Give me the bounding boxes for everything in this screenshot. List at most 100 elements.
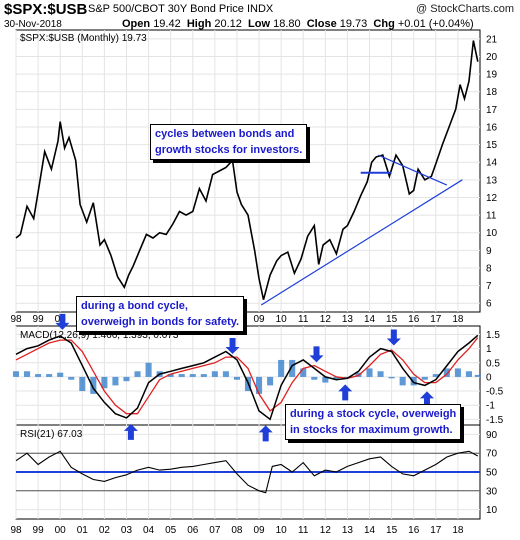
macd-histogram-bar <box>222 371 229 377</box>
price-y-tick-label: 14 <box>486 158 498 169</box>
x-tick-label: 13 <box>342 314 354 325</box>
macd-histogram-bar <box>443 368 450 377</box>
x-tick-label: 09 <box>253 314 265 325</box>
macd-histogram-bar <box>399 376 406 386</box>
price-y-tick-label: 8 <box>486 263 492 274</box>
macd-histogram-bar <box>90 376 97 394</box>
macd-histogram-bar <box>123 376 130 382</box>
price-y-tick-label: 7 <box>486 281 492 292</box>
x-tick-label: 11 <box>298 314 309 325</box>
x-tick-label: 15 <box>386 314 398 325</box>
macd-histogram-bar <box>454 368 461 377</box>
macd-histogram-bar <box>189 374 196 377</box>
macd-panel: MACD(12,26,9) 1.466, 1.393, 0.073 <box>12 330 481 421</box>
price-y-tick-label: 6 <box>486 299 492 310</box>
cycle-arrow-down-icon <box>309 346 324 363</box>
x-tick-label: 15 <box>386 525 398 536</box>
macd-histogram-bar <box>366 368 373 377</box>
cycle-arrow-up-icon <box>338 384 353 401</box>
macd-line <box>15 334 479 421</box>
x-tick-label: 17 <box>430 314 442 325</box>
x-tick-label: 11 <box>298 525 309 536</box>
high-value: 20.12 <box>214 18 242 30</box>
macd-y-tick-label: 0.5 <box>486 358 500 369</box>
x-tick-label: 17 <box>430 525 442 536</box>
x-tick-label: 04 <box>143 525 155 536</box>
macd-histogram-bar <box>46 374 53 377</box>
x-tick-label: 16 <box>408 525 420 536</box>
macd-signal-line <box>15 337 479 415</box>
price-y-tick-label: 17 <box>486 105 498 116</box>
chg-value: +0.01 (+0.04%) <box>397 18 474 30</box>
panel-frames <box>15 29 481 520</box>
cycle-arrow-up-icon <box>419 391 434 408</box>
macd-histogram-bar <box>432 374 439 377</box>
macd-histogram-bar <box>24 371 31 377</box>
chg-label: Chg <box>373 18 395 30</box>
macd-histogram-bar <box>421 376 428 380</box>
macd-histogram-bar <box>35 374 42 377</box>
source-credit: @ StockCharts.com <box>416 3 514 15</box>
x-tick-label: 98 <box>10 314 22 325</box>
cycle-arrow-up-icon <box>258 425 273 442</box>
macd-histogram-bar <box>344 376 351 378</box>
macd-histogram-bar <box>112 376 119 386</box>
ohlc-readout: Open 19.42 High 20.12 Low 18.80 Close 19… <box>122 18 474 30</box>
macd-histogram-bar <box>101 376 108 389</box>
macd-histogram-bar <box>410 376 417 386</box>
x-tick-label: 13 <box>342 525 354 536</box>
x-tick-label: 99 <box>33 525 45 536</box>
x-tick-label: 14 <box>364 525 376 536</box>
rsi-panel: RSI(21) 67.03 <box>15 429 480 494</box>
macd-y-tick-label: -1 <box>486 401 495 412</box>
macd-histogram-bar <box>289 359 296 377</box>
high-label: High <box>186 18 212 30</box>
close-value: 19.73 <box>339 18 368 30</box>
macd-histogram-bar <box>57 372 64 377</box>
macd-histogram-bar <box>465 371 472 377</box>
macd-histogram-bar <box>388 376 395 379</box>
macd-y-tick-label: -1.5 <box>486 415 504 426</box>
date-label: 30-Nov-2018 <box>4 19 62 30</box>
macd-histogram-bar <box>278 359 285 377</box>
price-series-line <box>15 40 479 300</box>
macd-histogram-bar <box>178 374 185 377</box>
open-value: 19.42 <box>153 18 181 30</box>
x-tick-label: 18 <box>452 314 464 325</box>
annotation-stock-cycle: during a stock cycle, overweigh in stock… <box>285 404 462 440</box>
x-tick-label: 08 <box>231 525 243 536</box>
cycle-arrow-down-icon <box>386 329 401 346</box>
close-label: Close <box>306 18 337 30</box>
price-y-tick-label: 16 <box>486 122 498 133</box>
symbol: $SPX:$USB <box>4 1 88 18</box>
price-panel: $SPX:$USB (Monthly) 19.73 <box>15 33 479 306</box>
annotation-bond-cycle: during a bond cycle, overweigh in bonds … <box>76 296 245 332</box>
grid-lines <box>15 30 480 519</box>
x-tick-label: 02 <box>99 525 111 536</box>
price-frame <box>15 29 481 313</box>
macd-histogram-bar <box>68 376 75 380</box>
macd-histogram-bar <box>322 376 329 383</box>
price-y-tick-label: 11 <box>486 211 497 222</box>
low-label: Low <box>248 18 271 30</box>
x-tick-label: 18 <box>452 525 464 536</box>
x-tick-label: 06 <box>187 525 199 536</box>
cycle-arrows <box>55 313 434 442</box>
symbol-description: S&P 500/CBOT 30Y Bond Price INDX <box>88 3 274 15</box>
x-tick-label: 98 <box>10 525 22 536</box>
trendline <box>260 179 463 306</box>
macd-y-tick-label: 1.5 <box>486 330 500 341</box>
macd-histogram-bar <box>200 374 207 377</box>
macd-y-tick-label: 0 <box>486 372 492 383</box>
macd-y-tick-label: 1 <box>486 344 492 355</box>
rsi-y-tick-label: 30 <box>486 486 498 497</box>
price-y-tick-label: 13 <box>486 175 498 186</box>
macd-histogram-bar <box>267 376 274 386</box>
macd-histogram-bar <box>134 371 141 377</box>
macd-histogram-bar <box>79 376 86 392</box>
rsi-line <box>15 450 479 494</box>
rsi-y-tick-label: 10 <box>486 505 498 516</box>
trendline <box>378 154 448 186</box>
price-y-tick-label: 19 <box>486 70 498 81</box>
macd-histogram-bar <box>145 362 152 377</box>
